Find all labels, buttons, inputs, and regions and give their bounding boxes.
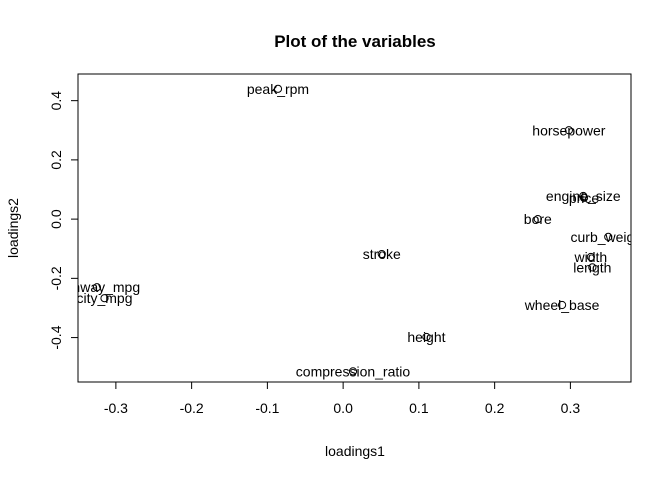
- y-tick-label: -0.4: [48, 325, 64, 349]
- data-point-label: price: [569, 190, 600, 206]
- x-tick-label: -0.1: [255, 400, 279, 416]
- x-tick-label: 0.0: [333, 400, 353, 416]
- data-point: [586, 252, 595, 262]
- data-point-label: highway_mpg: [54, 279, 140, 295]
- data-point-label: bore: [524, 211, 552, 227]
- data-point: [422, 332, 431, 342]
- y-axis: -0.4 -0.2 0.0 0.2 0.4: [48, 91, 79, 350]
- plot-area: [77, 73, 632, 383]
- data-point-label: engine_size: [546, 188, 621, 204]
- data-point-label: horsepower: [532, 122, 605, 138]
- data-point-label: wheel_base: [524, 297, 600, 313]
- y-tick-label: 0.4: [48, 91, 64, 111]
- data-point: [273, 84, 283, 93]
- x-tick-label: 0.1: [409, 400, 429, 416]
- x-axis-label: loadings1: [325, 443, 385, 459]
- data-point: [564, 126, 573, 135]
- data-point-label: stroke: [363, 246, 401, 262]
- data-point-label: curb_weight: [571, 229, 647, 245]
- y-tick-label: -0.2: [48, 266, 64, 290]
- x-tick-label: -0.3: [104, 400, 128, 416]
- data-point-label: compression_ratio: [296, 363, 411, 379]
- data-point: [588, 263, 597, 272]
- data-point: [377, 249, 386, 259]
- x-axis: -0.3 -0.2 -0.1 0.0 0.1 0.2 0.3: [104, 381, 581, 416]
- data-point-label: length: [573, 259, 611, 275]
- x-tick-label: -0.2: [180, 400, 204, 416]
- data-point-label: city_mpg: [76, 290, 132, 306]
- y-tick-label: 0.0: [48, 209, 64, 229]
- data-point: [557, 300, 567, 310]
- x-tick-label: 0.2: [485, 400, 505, 416]
- data-point: [100, 294, 109, 303]
- y-axis-label: loadings2: [5, 198, 21, 258]
- data-point: [604, 232, 613, 241]
- y-tick-label: 0.2: [48, 150, 64, 170]
- data-point-label: width: [574, 249, 608, 265]
- data-point: [92, 283, 102, 292]
- data-point: [579, 193, 589, 202]
- data-point: [533, 215, 542, 224]
- chart-title: Plot of the variables: [274, 32, 436, 51]
- data-point-label: peak_rpm: [247, 81, 309, 97]
- data-point-label: height: [407, 329, 445, 345]
- x-tick-label: 0.3: [561, 400, 581, 416]
- data-point: [348, 367, 358, 376]
